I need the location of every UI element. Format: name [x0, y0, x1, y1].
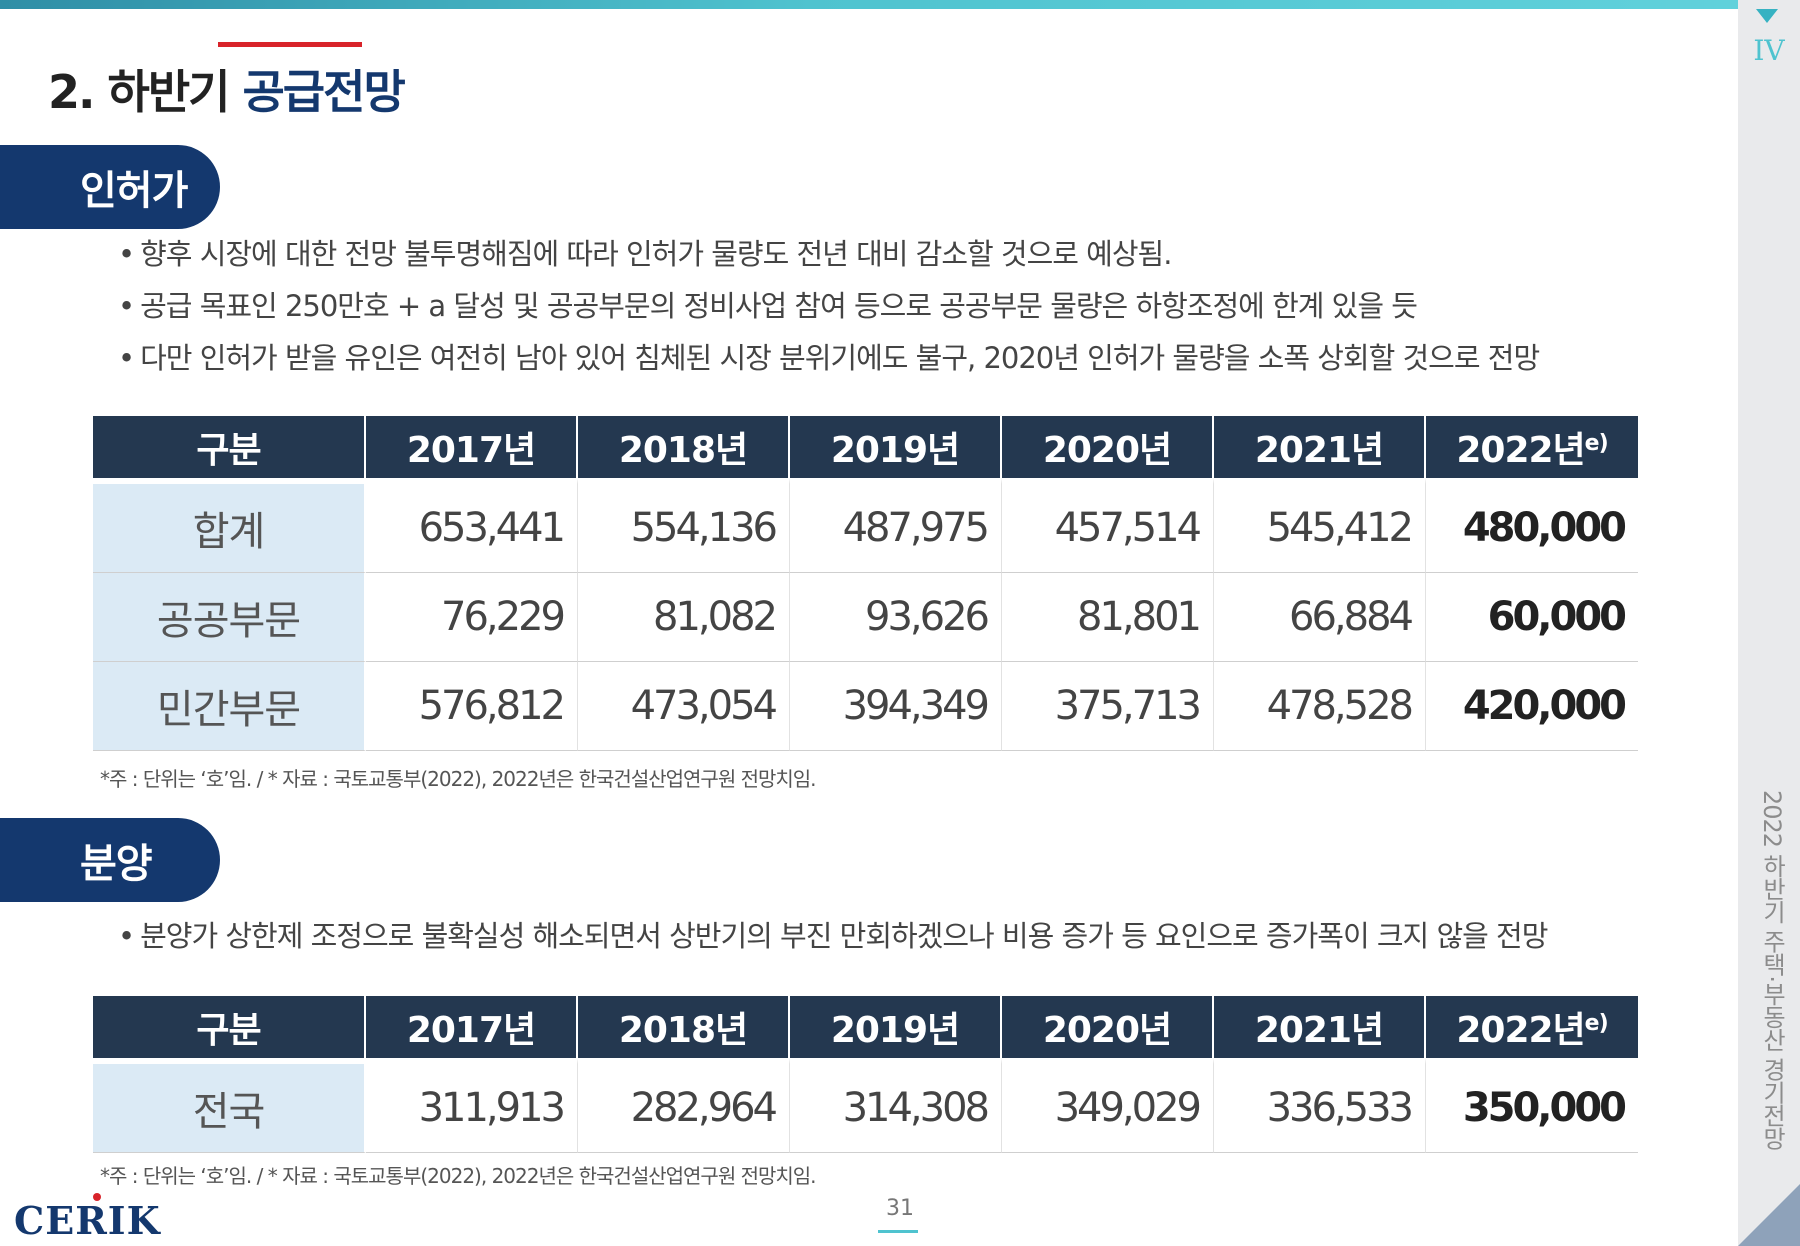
- column-header: 2021년: [1214, 996, 1426, 1058]
- table-cell: 420,000: [1426, 662, 1638, 751]
- column-header: 2017년: [366, 416, 578, 478]
- table-cell: 336,533: [1214, 1058, 1426, 1153]
- column-header: 2018년: [578, 996, 790, 1058]
- row-label: 전국: [93, 1058, 366, 1153]
- table-row: 민간부문 576,812 473,054 394,349 375,713 478…: [93, 662, 1638, 751]
- table-cell: 394,349: [790, 662, 1002, 751]
- column-header: 구분: [93, 416, 366, 478]
- table-cell: 76,229: [366, 573, 578, 662]
- side-band: [1738, 0, 1800, 1246]
- top-accent-bar: [0, 0, 1800, 9]
- report-title-vertical: 2022 하반기 주택·부동산 경기전망: [1758, 790, 1786, 1150]
- column-header-year: 2022년: [1456, 430, 1585, 471]
- page-number-underline: [878, 1230, 918, 1233]
- permits-table: 구분 2017년 2018년 2019년 2020년 2021년 2022년e)…: [93, 416, 1638, 751]
- column-header: 2019년: [790, 416, 1002, 478]
- presale-bullet-list: 분양가 상한제 조정으로 불확실성 해소되면서 상반기의 부진 만회하겠으나 비…: [118, 910, 1548, 962]
- column-header: 2017년: [366, 996, 578, 1058]
- row-label: 합계: [93, 478, 366, 573]
- page-title-highlight: 공급전망: [242, 65, 405, 119]
- section-heading-presale: 분양: [0, 818, 220, 902]
- table-cell: 349,029: [1002, 1058, 1214, 1153]
- bullet-item: 다만 인허가 받을 유인은 여전히 남아 있어 침체된 시장 분위기에도 불구,…: [118, 332, 1540, 384]
- table-header-row: 구분 2017년 2018년 2019년 2020년 2021년 2022년e): [93, 996, 1638, 1058]
- bullet-item: 분양가 상한제 조정으로 불확실성 해소되면서 상반기의 부진 만회하겠으나 비…: [118, 910, 1548, 962]
- presale-table-note: *주 : 단위는 ‘호’임. / * 자료 : 국토교통부(2022), 202…: [100, 1164, 817, 1188]
- table-cell: 93,626: [790, 573, 1002, 662]
- table-cell: 350,000: [1426, 1058, 1638, 1153]
- forecast-mark: e): [1584, 1011, 1609, 1036]
- bullet-item: 향후 시장에 대한 전망 불투명해짐에 따라 인허가 물량도 전년 대비 감소할…: [118, 228, 1539, 280]
- table-cell: 554,136: [578, 478, 790, 573]
- permits-table-note: *주 : 단위는 ‘호’임. / * 자료 : 국토교통부(2022), 202…: [100, 767, 817, 791]
- table-cell: 81,082: [578, 573, 790, 662]
- presale-table: 구분 2017년 2018년 2019년 2020년 2021년 2022년e)…: [93, 996, 1638, 1153]
- table-cell: 282,964: [578, 1058, 790, 1153]
- table-cell: 375,713: [1002, 662, 1214, 751]
- column-header: 2019년: [790, 996, 1002, 1058]
- table-cell: 457,514: [1002, 478, 1214, 573]
- table-cell: 60,000: [1426, 573, 1638, 662]
- logo-dot-icon: [93, 1193, 101, 1201]
- table-cell: 487,975: [790, 478, 1002, 573]
- chapter-marker-icon: [1756, 9, 1778, 23]
- table-cell: 311,913: [366, 1058, 578, 1153]
- table-cell: 314,308: [790, 1058, 1002, 1153]
- table-cell: 576,812: [366, 662, 578, 751]
- page-title: 2. 하반기 공급전망: [48, 56, 406, 122]
- row-label: 민간부문: [93, 662, 366, 751]
- column-header: 2022년e): [1426, 996, 1638, 1058]
- column-header-year: 2022년: [1456, 1010, 1585, 1051]
- section-heading-permits: 인허가: [0, 145, 220, 229]
- column-header: 구분: [93, 996, 366, 1058]
- chapter-number: IV: [1753, 34, 1785, 67]
- corner-triangle-icon: [1738, 1184, 1800, 1246]
- table-row: 전국 311,913 282,964 314,308 349,029 336,5…: [93, 1058, 1638, 1153]
- page-number: 31: [886, 1196, 914, 1221]
- forecast-mark: e): [1584, 431, 1609, 456]
- table-header-row: 구분 2017년 2018년 2019년 2020년 2021년 2022년e): [93, 416, 1638, 478]
- table-cell: 66,884: [1214, 573, 1426, 662]
- table-row: 공공부문 76,229 81,082 93,626 81,801 66,884 …: [93, 573, 1638, 662]
- column-header: 2018년: [578, 416, 790, 478]
- bullet-item: 공급 목표인 250만호 + a 달성 및 공공부문의 정비사업 참여 등으로 …: [118, 280, 1539, 332]
- table-row: 합계 653,441 554,136 487,975 457,514 545,4…: [93, 478, 1638, 573]
- cerik-logo: CERIK: [14, 1198, 161, 1243]
- column-header: 2020년: [1002, 996, 1214, 1058]
- column-header: 2022년e): [1426, 416, 1638, 478]
- column-header: 2021년: [1214, 416, 1426, 478]
- row-label: 공공부문: [93, 573, 366, 662]
- table-cell: 81,801: [1002, 573, 1214, 662]
- page-title-prefix: 2. 하반기: [48, 65, 243, 119]
- column-header: 2020년: [1002, 416, 1214, 478]
- table-cell: 480,000: [1426, 478, 1638, 573]
- table-cell: 478,528: [1214, 662, 1426, 751]
- table-cell: 545,412: [1214, 478, 1426, 573]
- table-cell: 653,441: [366, 478, 578, 573]
- permits-bullet-list: 향후 시장에 대한 전망 불투명해짐에 따라 인허가 물량도 전년 대비 감소할…: [118, 228, 1540, 384]
- table-cell: 473,054: [578, 662, 790, 751]
- title-accent-line: [218, 42, 362, 47]
